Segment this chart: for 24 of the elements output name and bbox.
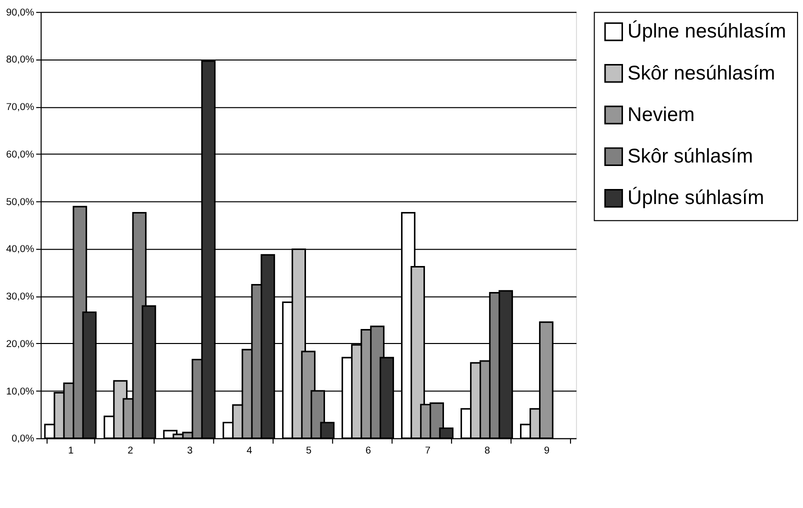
x-tick-label: 2 [128, 446, 134, 457]
legend-label: Úplne súhlasím [628, 186, 764, 210]
x-tick-label: 3 [187, 446, 194, 457]
y-tick-label: 30,0% [6, 292, 34, 303]
x-tick-label: 7 [425, 446, 432, 457]
y-tick-label: 50,0% [6, 196, 34, 208]
y-tick-label: 40,0% [6, 244, 34, 256]
y-tick-label: 20,0% [6, 338, 34, 350]
x-tick-label: 4 [246, 446, 253, 457]
legend-label: Úplne nesúhlasím [628, 20, 786, 43]
y-tick-label: 90,0% [6, 7, 34, 18]
y-tick-label: 60,0% [6, 149, 34, 160]
y-tick-label: 0,0% [12, 434, 34, 445]
y-tick-label: 80,0% [6, 54, 34, 66]
x-tick-label: 5 [306, 446, 312, 457]
x-tick-label: 9 [544, 446, 550, 457]
x-tick-label: 8 [484, 446, 490, 457]
legend-label: Skôr nesúhlasím [628, 62, 776, 84]
y-tick-label: 10,0% [6, 386, 34, 398]
legend-label: Skôr súhlasím [628, 146, 754, 168]
y-tick-label: 70,0% [6, 102, 34, 114]
legend-label: Neviem [628, 104, 695, 126]
x-tick-label: 6 [366, 446, 372, 457]
x-tick-label: 1 [68, 446, 74, 457]
